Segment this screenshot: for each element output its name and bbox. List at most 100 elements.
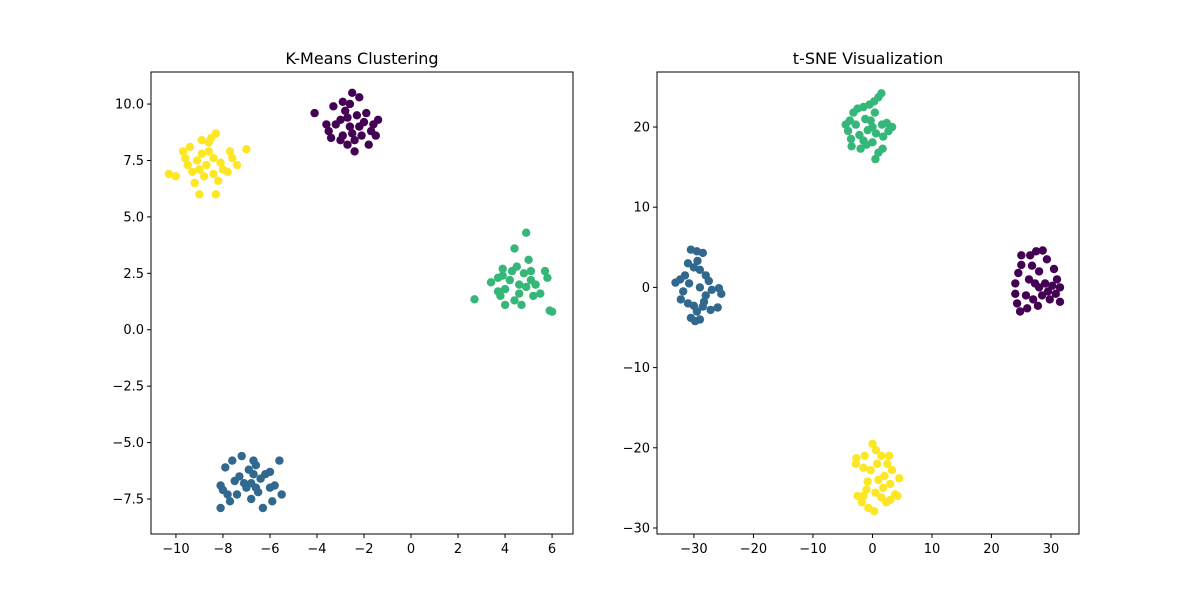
kmeans-xtick-label: −2 [354, 542, 373, 557]
tsne-point-cluster-2 [863, 126, 872, 135]
kmeans-ytick-label: 10.0 [115, 98, 144, 113]
tsne-point-cluster-0 [1024, 275, 1034, 284]
kmeans-point-cluster-1 [277, 490, 286, 499]
kmeans-xtick-label: 6 [548, 542, 556, 557]
kmeans-point-cluster-3 [211, 129, 221, 138]
kmeans-point-cluster-3 [209, 169, 218, 179]
kmeans-point-cluster-1 [230, 476, 239, 486]
tsne-point-cluster-2 [878, 144, 887, 153]
kmeans-point-cluster-2 [519, 269, 529, 278]
kmeans-point-cluster-0 [345, 122, 355, 131]
tsne-point-cluster-1 [692, 307, 702, 316]
tsne-xtick-label: 0 [868, 542, 876, 557]
tsne-point-cluster-3 [871, 446, 881, 455]
kmeans-xtick-label: −6 [260, 542, 279, 557]
tsne-point-cluster-2 [877, 120, 887, 129]
kmeans-ytick-label: −5.0 [112, 436, 144, 451]
kmeans-point-cluster-2 [540, 266, 550, 276]
kmeans-point-cluster-2 [486, 278, 496, 287]
tsne-point-cluster-3 [873, 459, 882, 468]
tsne-point-cluster-3 [877, 451, 886, 460]
tsne-point-cluster-1 [713, 303, 722, 312]
kmeans-xtick-label: −10 [162, 542, 189, 557]
kmeans-ytick-label: −7.5 [112, 493, 144, 508]
tsne-point-cluster-1 [706, 305, 715, 315]
kmeans-point-cluster-3 [209, 154, 218, 163]
kmeans-xtick-label: 0 [407, 542, 415, 557]
kmeans-point-cluster-3 [195, 165, 204, 174]
tsne-point-cluster-1 [695, 315, 705, 324]
kmeans-point-cluster-2 [531, 280, 540, 289]
tsne-point-cluster-1 [679, 287, 688, 296]
kmeans-point-cluster-2 [498, 264, 507, 273]
kmeans-point-cluster-3 [232, 160, 242, 170]
tsne-point-cluster-0 [1049, 264, 1059, 274]
tsne-ytick-label: −30 [623, 521, 650, 536]
tsne-point-cluster-3 [887, 466, 897, 475]
tsne-point-cluster-3 [853, 491, 862, 501]
tsne-point-cluster-1 [684, 279, 694, 288]
kmeans-ytick-label: 7.5 [123, 154, 144, 169]
kmeans-point-cluster-2 [517, 300, 526, 310]
tsne-point-cluster-1 [707, 285, 716, 294]
kmeans-point-cluster-3 [195, 190, 204, 199]
kmeans-point-cluster-0 [362, 108, 371, 118]
kmeans-point-cluster-3 [185, 142, 195, 152]
kmeans-point-cluster-3 [199, 172, 209, 181]
kmeans-point-cluster-0 [336, 115, 345, 125]
tsne-point-cluster-2 [843, 126, 853, 136]
kmeans-point-cluster-3 [192, 156, 202, 165]
tsne-point-cluster-0 [1011, 289, 1020, 298]
tsne-point-cluster-2 [877, 89, 886, 98]
tsne-point-cluster-0 [1051, 289, 1061, 298]
tsne-point-cluster-0 [1011, 279, 1020, 288]
kmeans-point-cluster-2 [522, 282, 531, 292]
tsne-point-cluster-0 [1027, 261, 1037, 270]
kmeans-point-cluster-2 [470, 295, 479, 304]
kmeans-point-cluster-0 [329, 102, 338, 111]
kmeans-point-cluster-1 [228, 456, 237, 465]
kmeans-xtick-label: 4 [501, 542, 509, 557]
kmeans-point-cluster-1 [216, 503, 225, 513]
kmeans-point-cluster-3 [204, 138, 213, 147]
tsne-point-cluster-0 [1021, 291, 1031, 300]
kmeans-point-cluster-3 [218, 165, 228, 174]
tsne-point-cluster-2 [870, 108, 879, 117]
kmeans-point-cluster-1 [232, 490, 242, 499]
kmeans-point-cluster-1 [261, 470, 270, 479]
tsne-point-cluster-0 [1029, 295, 1038, 304]
kmeans-point-cluster-1 [270, 481, 279, 490]
kmeans-point-cluster-2 [545, 306, 554, 315]
tsne-point-cluster-3 [880, 471, 889, 481]
kmeans-point-cluster-1 [275, 456, 284, 465]
kmeans-xtick-label: 2 [454, 542, 462, 557]
tsne-xtick-label: −20 [740, 542, 767, 557]
kmeans-point-cluster-1 [221, 463, 230, 472]
kmeans-point-cluster-2 [526, 266, 536, 276]
kmeans-point-cluster-0 [371, 131, 380, 140]
tsne-point-cluster-2 [841, 120, 850, 129]
kmeans-point-cluster-2 [500, 284, 510, 294]
tsne-point-cluster-1 [704, 276, 713, 286]
tsne-point-cluster-2 [871, 154, 880, 164]
kmeans-point-cluster-2 [505, 275, 514, 285]
kmeans-ytick-label: 5.0 [123, 210, 144, 225]
kmeans-point-cluster-3 [164, 169, 174, 179]
tsne-point-cluster-0 [1017, 260, 1026, 270]
tsne-point-cluster-0 [1031, 247, 1041, 256]
tsne-point-cluster-0 [1030, 279, 1040, 288]
tsne-xtick-label: 10 [924, 542, 941, 557]
tsne-point-cluster-1 [701, 291, 710, 300]
tsne-point-cluster-1 [671, 278, 680, 287]
tsne-point-cluster-2 [856, 144, 865, 153]
tsne-point-cluster-2 [847, 142, 856, 151]
kmeans-point-cluster-3 [183, 160, 192, 170]
tsne-point-cluster-3 [862, 485, 871, 494]
tsne-point-cluster-0 [1040, 279, 1050, 288]
kmeans-plot-area [151, 72, 573, 534]
tsne-xtick-label: 30 [1043, 542, 1060, 557]
kmeans-point-cluster-3 [242, 145, 251, 154]
kmeans-point-cluster-3 [197, 136, 206, 145]
kmeans-point-cluster-2 [510, 244, 519, 253]
